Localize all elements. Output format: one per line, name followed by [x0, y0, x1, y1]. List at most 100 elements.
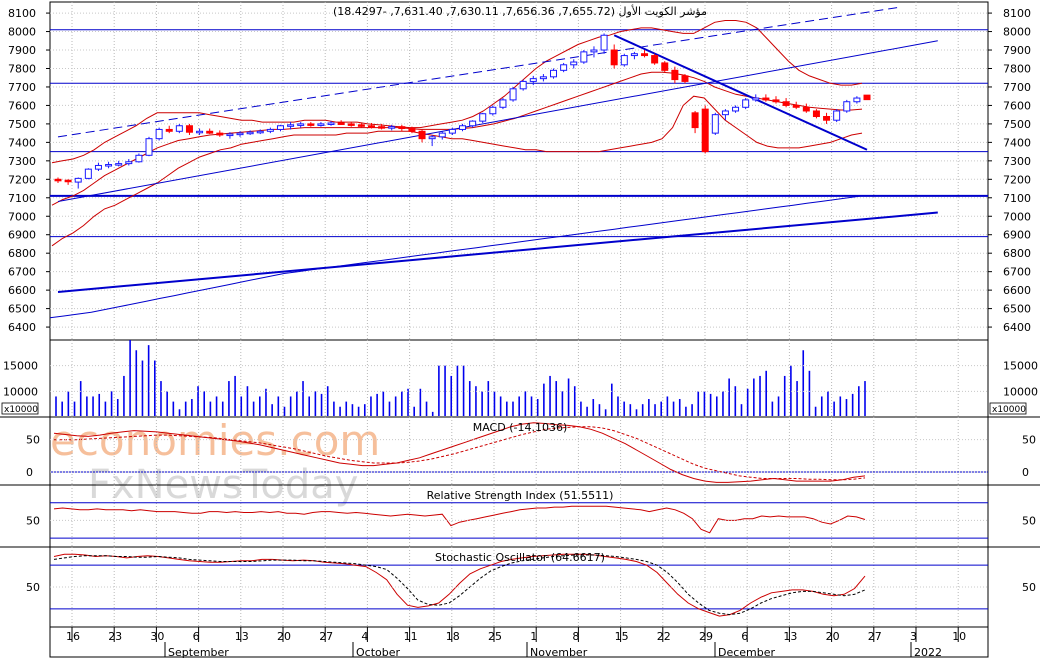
candle-body: [560, 64, 568, 71]
candle-body: [185, 125, 193, 133]
candle-body: [742, 99, 750, 108]
candle-body: [752, 97, 760, 101]
candle-body: [479, 113, 487, 122]
x-tick-label: 16: [66, 630, 80, 643]
candle-body: [408, 128, 416, 132]
candle-body: [711, 114, 719, 134]
volume-axis: 10000 10000 15000 15000 x10000 x10000: [1, 360, 1038, 415]
x-tick-label: 23: [108, 630, 122, 643]
candle-body: [337, 122, 345, 125]
candle-body: [469, 120, 477, 127]
x-tick-label: 3: [910, 630, 917, 643]
candle-body: [216, 132, 224, 136]
x-tick-label: 1: [530, 630, 537, 643]
stochastic-panel: 50 50 Stochastic Oscillator (64.6617): [26, 551, 1036, 617]
price-frame: [49, 1, 989, 341]
x-tick-label: 4: [361, 630, 368, 643]
candle-body: [580, 51, 588, 63]
price-tick-right: 6500: [1003, 303, 1031, 316]
trendline: [613, 34, 868, 151]
candle-body: [782, 101, 790, 106]
rsi-tick-left: 50: [26, 514, 40, 527]
rsi-panel: 50 50 Relative Strength Index (51.5511): [26, 489, 1036, 539]
price-tick-right: 7300: [1003, 155, 1031, 168]
candle-body: [721, 110, 729, 116]
x-tick-label: 20: [826, 630, 840, 643]
candle-body: [671, 69, 679, 81]
x-axis-frame: [49, 626, 989, 658]
volume-tick-left: 10000: [3, 385, 38, 398]
candle-body: [802, 106, 810, 112]
price-tick-left: 7900: [8, 44, 36, 57]
candle-body: [620, 55, 628, 66]
trendline: [57, 211, 938, 293]
candle-body: [125, 161, 133, 165]
candle-body: [681, 75, 689, 82]
candle-body: [610, 49, 618, 66]
volume-unit-box-right: [989, 402, 1027, 415]
price-grid: [50, 2, 988, 627]
candle-body: [792, 104, 800, 108]
candle-body: [226, 133, 234, 137]
candle-body: [54, 178, 62, 182]
macd-tick-left: 50: [26, 434, 40, 447]
x-tick-label: 8: [572, 630, 579, 643]
macd-axis: 0 0 50 50: [26, 434, 1036, 479]
candle-body: [812, 110, 820, 118]
price-tick-left: 6500: [8, 303, 36, 316]
candle-body: [529, 78, 537, 82]
candle-body: [297, 123, 305, 126]
volume-bars: [55, 340, 866, 416]
candle-body: [378, 126, 386, 129]
candle-body: [732, 106, 740, 112]
x-tick-label: 29: [699, 630, 713, 643]
candle-body: [772, 99, 780, 103]
sma-long: [49, 195, 863, 319]
stoch-tick-right: 50: [1022, 581, 1036, 594]
watermark-line1: economies.com: [50, 416, 380, 465]
candle-body: [115, 163, 123, 166]
price-tick-left: 6600: [8, 284, 36, 297]
x-tick-label: 6: [741, 630, 748, 643]
candle-body: [276, 125, 284, 130]
candle-body: [398, 126, 406, 130]
price-tick-left: 7400: [8, 136, 36, 149]
month-label: November: [530, 646, 588, 659]
candle-body: [651, 55, 659, 64]
candle-body: [145, 138, 153, 156]
volume-unit-left: x10000: [4, 405, 38, 415]
x-tick-label: 27: [319, 630, 333, 643]
watermark: economies.com FxNewsToday: [50, 416, 380, 508]
price-tick-left: 6900: [8, 229, 36, 242]
price-tick-right: 8000: [1003, 26, 1031, 39]
volume-tick-right: 10000: [1003, 385, 1038, 398]
candle-body: [438, 132, 446, 138]
stochastic-axis: 50 50: [26, 581, 1036, 594]
x-tick-label: 30: [150, 630, 164, 643]
bollinger-upper: [51, 20, 863, 164]
price-tick-right: 8100: [1003, 7, 1031, 20]
candle-body: [641, 53, 649, 57]
x-tick-label: 11: [404, 630, 418, 643]
candle-body: [863, 94, 871, 101]
price-title: مؤشر الكويت الأول (7,655.72, 7,656.36, 7…: [333, 4, 707, 18]
price-tick-left: 8000: [8, 26, 36, 39]
month-label: September: [168, 646, 229, 659]
bollinger-bands: [49, 20, 863, 319]
trendline: [57, 7, 898, 138]
candle-body: [823, 116, 831, 121]
price-tick-left: 8100: [8, 7, 36, 20]
month-label: December: [718, 646, 776, 659]
x-tick-label: 6: [193, 630, 200, 643]
candle-body: [499, 99, 507, 108]
rsi-tick-right: 50: [1022, 514, 1036, 527]
volume-unit-right: x10000: [992, 405, 1026, 415]
volume-tick-left: 15000: [3, 360, 38, 373]
stoch-tick-left: 50: [26, 581, 40, 594]
price-tick-left: 7500: [8, 118, 36, 131]
price-tick-right: 7400: [1003, 136, 1031, 149]
candle-body: [246, 131, 254, 135]
price-tick-right: 7000: [1003, 210, 1031, 223]
